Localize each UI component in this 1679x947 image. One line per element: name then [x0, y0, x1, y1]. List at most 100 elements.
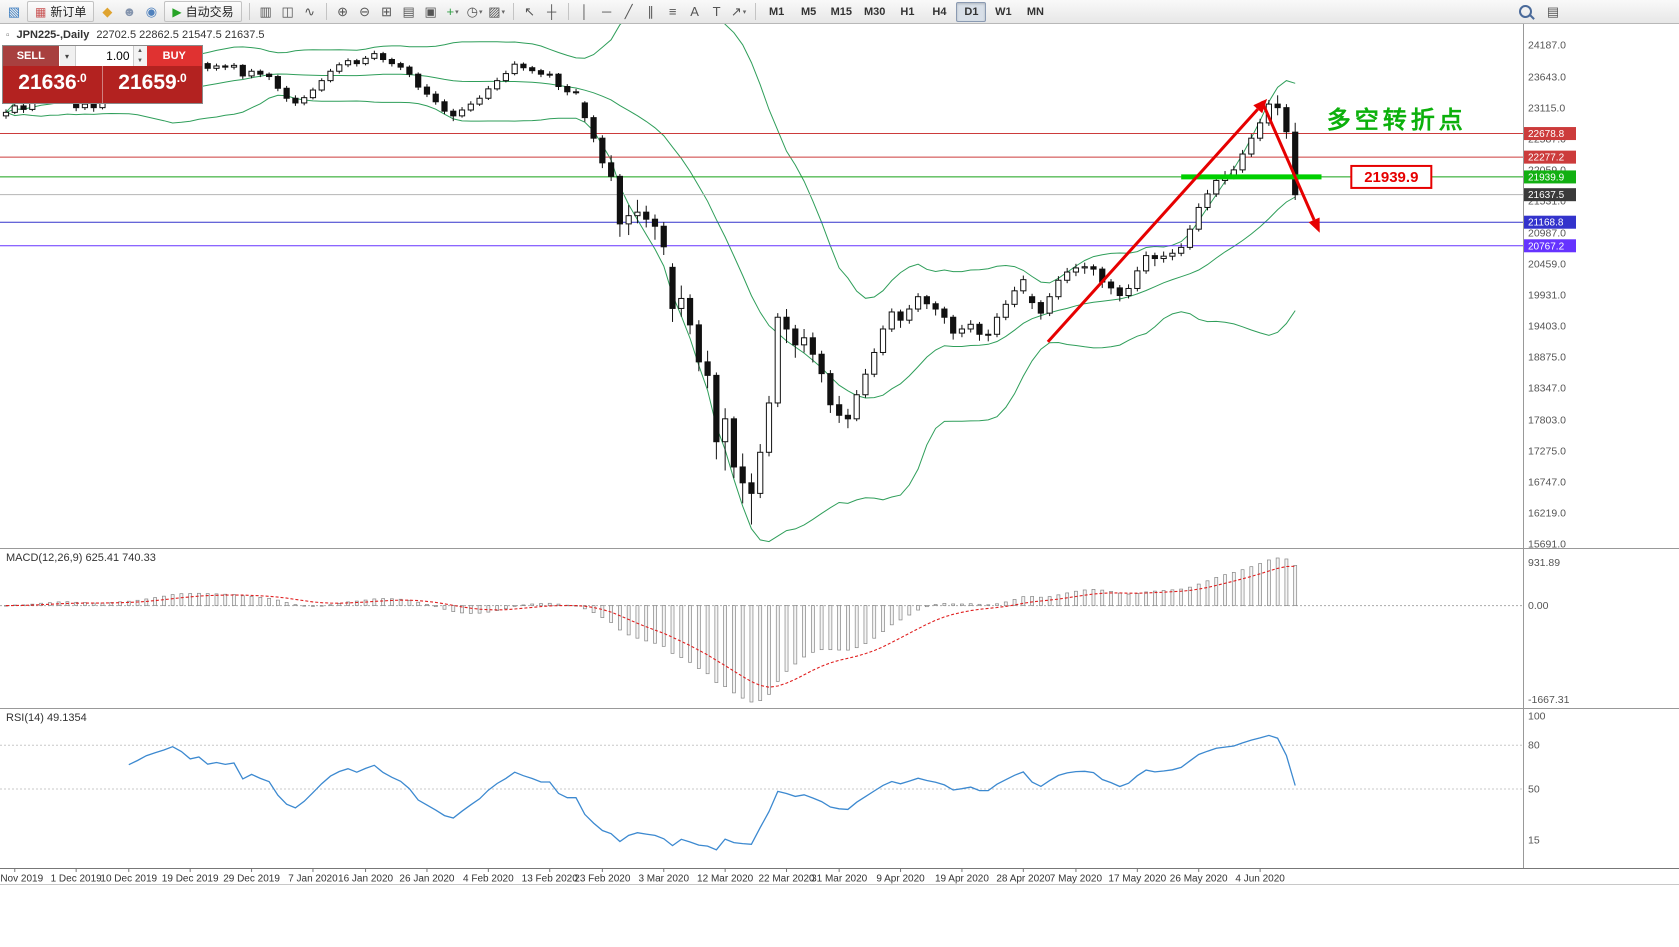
toolbar-separator	[754, 3, 756, 20]
price-axis-badge: 20767.2	[1524, 239, 1576, 253]
svg-text:20767.2: 20767.2	[1528, 241, 1565, 252]
cursor-icon: ↖	[524, 3, 536, 19]
label-icon[interactable]: T	[707, 2, 727, 22]
svg-text:4 Feb 2020: 4 Feb 2020	[463, 874, 514, 885]
svg-text:22678.8: 22678.8	[1528, 129, 1565, 140]
bid-price-main: 21636	[18, 71, 77, 94]
text-icon[interactable]: A	[685, 2, 705, 22]
toolbar-right-group: ▤	[1514, 2, 1564, 22]
symbol-period-label: JPN225-,Daily	[16, 29, 90, 41]
timeframe-m15-button[interactable]: M15	[830, 5, 853, 18]
price-axis-badge: 22678.8	[1524, 127, 1576, 141]
terminal-icon[interactable]: ▧	[4, 2, 24, 22]
auto-arrange-icon[interactable]: ▤	[399, 2, 419, 22]
profile-icon[interactable]: ☻	[119, 2, 139, 22]
vertical-line-icon[interactable]: │	[575, 2, 595, 22]
svg-text:16219.0: 16219.0	[1528, 507, 1566, 519]
timeframe-h4-button[interactable]: H4	[932, 5, 947, 18]
svg-text:10 Dec 2019: 10 Dec 2019	[100, 874, 157, 885]
price-tag-object[interactable]: 21939.9	[1350, 164, 1433, 189]
timeframe-h1-button[interactable]: H1	[900, 5, 915, 18]
indicators-icon[interactable]: + ▾	[443, 2, 463, 22]
svg-text:23115.0: 23115.0	[1528, 102, 1565, 114]
sell-button[interactable]: SELL	[3, 46, 59, 66]
svg-text:22277.2: 22277.2	[1528, 153, 1565, 164]
arrows-icon[interactable]: ↗ ▾	[729, 2, 749, 22]
layout-icon[interactable]: ▤	[1546, 3, 1560, 19]
text-icon: A	[690, 4, 699, 19]
horizontal-line-icon: ─	[602, 4, 612, 19]
volume-stepper[interactable]: ▲ ▼	[132, 46, 147, 66]
horizontal-line-icon[interactable]: ─	[597, 2, 617, 22]
zoom-in-icon: ⊕	[337, 3, 349, 19]
new-order-icon: ▦	[35, 4, 47, 19]
stepper-up-icon: ▲	[133, 46, 147, 56]
autotrading-button[interactable]: ▶ 自动交易	[164, 1, 242, 22]
timeframe-m1-button[interactable]: M1	[768, 5, 785, 18]
chart-bars-icon: ▥	[259, 3, 272, 19]
trendline-icon[interactable]: ╱	[619, 2, 639, 22]
fibonacci-icon[interactable]: ≡	[663, 2, 683, 22]
zoom-in-icon[interactable]: ⊕	[333, 2, 353, 22]
chart-bars-icon[interactable]: ▥	[256, 2, 276, 22]
ask-price[interactable]: 21659 .0	[103, 66, 202, 103]
svg-text:22 Mar 2020: 22 Mar 2020	[758, 874, 815, 885]
cascade-icon: ▣	[424, 3, 437, 19]
cascade-icon[interactable]: ▣	[421, 2, 441, 22]
chart-candles-icon: ◫	[281, 3, 294, 19]
new-order-button[interactable]: ▦ 新订单	[27, 1, 95, 22]
zoom-out-icon: ⊖	[359, 3, 371, 19]
crosshair-icon[interactable]: ┼	[542, 2, 562, 22]
timeframe-w1-button[interactable]: W1	[995, 5, 1012, 18]
svg-text:20459.0: 20459.0	[1528, 258, 1566, 270]
volume-input[interactable]	[74, 46, 133, 66]
rsi-panel[interactable]	[0, 734, 1523, 851]
channel-icon[interactable]: ∥	[641, 2, 661, 22]
chart-line-icon[interactable]: ∿	[300, 2, 320, 22]
new-order-button-label: 新订单	[50, 5, 87, 19]
order-options-dropdown[interactable]: ▾	[58, 46, 75, 66]
label-icon: T	[712, 4, 721, 19]
stepper-down-icon: ▼	[133, 56, 147, 66]
chart-candles-icon[interactable]: ◫	[278, 2, 298, 22]
trend-arrow-object[interactable]	[1260, 100, 1320, 233]
macd-panel[interactable]	[0, 557, 1523, 703]
indicators-icon: +	[446, 4, 455, 19]
chevron-down-icon: ▾	[479, 8, 483, 16]
gold-icon: ◆	[102, 3, 113, 19]
timeframe-mn-button[interactable]: MN	[1026, 5, 1044, 18]
svg-text:0.00: 0.00	[1528, 600, 1549, 612]
community-icon[interactable]: ◉	[141, 2, 161, 22]
svg-text:21939.9: 21939.9	[1364, 169, 1418, 186]
gold-icon[interactable]: ◆	[97, 2, 117, 22]
channel-icon: ∥	[647, 3, 654, 19]
cursor-icon[interactable]: ↖	[520, 2, 540, 22]
price-axis[interactable]: 24187.023643.023115.022587.022059.021531…	[1524, 40, 1576, 847]
timeframe-m30-button[interactable]: M30	[864, 5, 886, 18]
buy-button[interactable]: BUY	[146, 46, 202, 66]
svg-text:20987.0: 20987.0	[1528, 227, 1566, 239]
svg-text:4 Jun 2020: 4 Jun 2020	[1235, 874, 1285, 885]
main-chart-panel[interactable]: 多空转折点 21939.9	[0, 0, 1523, 543]
svg-text:31 Mar 2020: 31 Mar 2020	[811, 874, 868, 885]
timeframe-d1-button[interactable]: D1	[956, 1, 987, 22]
timeframe-m5-button[interactable]: M5	[800, 5, 817, 18]
bid-price[interactable]: 21636 .0	[3, 66, 103, 103]
search-icon[interactable]	[1515, 2, 1535, 22]
price-axis-badge: 21168.8	[1524, 215, 1576, 229]
svg-text:19 Dec 2019: 19 Dec 2019	[162, 874, 219, 885]
trend-arrow-object[interactable]	[1046, 98, 1268, 343]
svg-text:21939.9: 21939.9	[1528, 172, 1565, 183]
svg-text:28 Apr 2020: 28 Apr 2020	[996, 874, 1050, 885]
periods-icon[interactable]: ◷ ▾	[465, 2, 485, 22]
tile-windows-icon[interactable]: ⊞	[377, 2, 397, 22]
templates-icon[interactable]: ▨ ▾	[487, 2, 507, 22]
zoom-out-icon[interactable]: ⊖	[355, 2, 375, 22]
toolbar-separator	[512, 3, 514, 20]
svg-text:13 Feb 2020: 13 Feb 2020	[522, 874, 579, 885]
periods-icon: ◷	[466, 3, 479, 19]
annotation-text-object[interactable]: 多空转折点	[1327, 106, 1467, 134]
profile-icon: ☻	[122, 4, 137, 19]
